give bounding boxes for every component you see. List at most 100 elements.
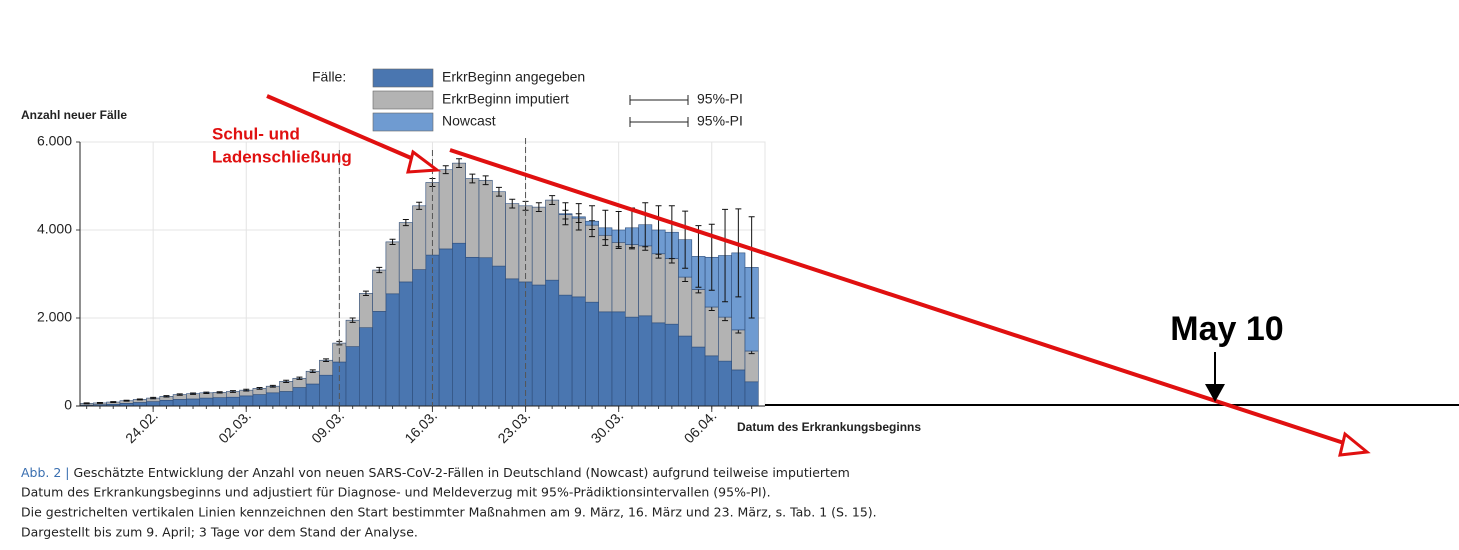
error-bar [402,218,409,227]
bar [452,162,466,244]
x-tick-label: 02.03. [215,407,254,446]
error-bar [229,390,236,393]
caption-line: Abb. 2 | Geschätzte Entwicklung der Anza… [21,465,850,480]
annotation-arrow [266,94,426,166]
legend-interval-label: 95%-PI [697,113,743,129]
error-bar [136,398,143,401]
bar [585,301,600,407]
bar [651,253,666,324]
x-tick-label: 23.03. [494,407,533,446]
bar [186,398,200,407]
bar [239,395,254,407]
x-tick-label: 30.03. [588,407,627,446]
error-bar [456,158,463,169]
bar [212,397,227,407]
bar [691,346,706,407]
error-bar [203,391,210,394]
annotation: Ladenschließung [212,147,352,166]
error-bar [176,393,183,396]
error-bar [190,392,197,395]
error-bar [655,205,662,255]
bar [452,242,466,407]
legend-interval-symbol [629,117,689,127]
legend-swatch [372,112,434,132]
bar [598,311,613,407]
bar [531,284,546,407]
x-tick-label: 09.03. [308,407,347,446]
caption-label: Abb. 2 | [21,465,70,480]
bar [358,327,373,407]
x-tick-label: 16.03. [401,407,440,446]
error-bar [256,387,263,390]
bar [678,276,693,337]
bar [664,323,679,407]
bar [319,374,333,407]
bar [172,399,187,407]
error-bar [283,379,290,383]
bar [319,359,333,376]
legend-title: Fälle: [312,69,346,85]
arrow-head [406,149,442,174]
bar [718,360,733,407]
bar [412,269,427,407]
caption-line: Die gestrichelten vertikalen Linien kenn… [21,505,877,520]
bar [345,346,360,407]
error-bar [682,210,689,269]
bar [744,350,759,383]
bar [571,296,586,407]
error-bar [668,205,675,260]
legend-label: ErkrBeginn imputiert [442,91,569,107]
caption-line: Dargestellt bis zum 9. April; 3 Tage vor… [21,525,418,540]
x-tick-label: 24.02. [122,407,161,446]
legend-interval-symbol [629,95,689,105]
legend: Fälle: ErkrBeginn angegeben ErkrBeginn i… [312,68,743,132]
error-bar [482,175,489,186]
error-bar [509,198,516,209]
bar [385,293,400,407]
bar [638,245,653,317]
bar [265,392,280,407]
y-tick-label: 2.000 [37,309,72,325]
caption-line: Datum des Erkrankungsbeginns und adjusti… [21,485,771,500]
bar [691,289,706,348]
error-bar [96,401,103,404]
arrow-head [1338,431,1371,457]
error-bar [549,195,556,205]
error-bar [642,202,649,248]
bar [704,306,719,357]
bar [505,278,520,407]
x-axis-title: Datum des Erkrankungsbeginns [737,420,921,434]
annotation: Schul- und [212,124,300,143]
error-bar [349,317,356,323]
bar [358,293,373,328]
bar [664,258,679,325]
error-bar [110,401,117,403]
bar [624,244,639,318]
bar [132,402,147,407]
legend-label: Nowcast [442,113,496,129]
error-bar [376,266,383,274]
error-bar [589,205,596,238]
legend-label: ErkrBeginn angegeben [442,69,585,85]
error-bar [150,396,157,400]
bar [199,397,214,407]
bar [279,391,294,407]
bar [598,234,613,313]
bar [638,315,653,407]
bar [305,383,320,407]
bar [491,191,506,267]
annotation: May 10 [1170,310,1283,348]
bar [624,316,639,407]
legend-swatch [372,68,434,88]
arrow-head [1205,384,1225,402]
bar [478,257,493,407]
bar [385,241,400,295]
legend-interval-label: 95%-PI [697,91,743,107]
y-tick-label: 6.000 [37,133,72,149]
error-bar [615,211,622,249]
error-bar [123,399,130,402]
error-bar [83,402,90,405]
error-bar [469,173,476,184]
